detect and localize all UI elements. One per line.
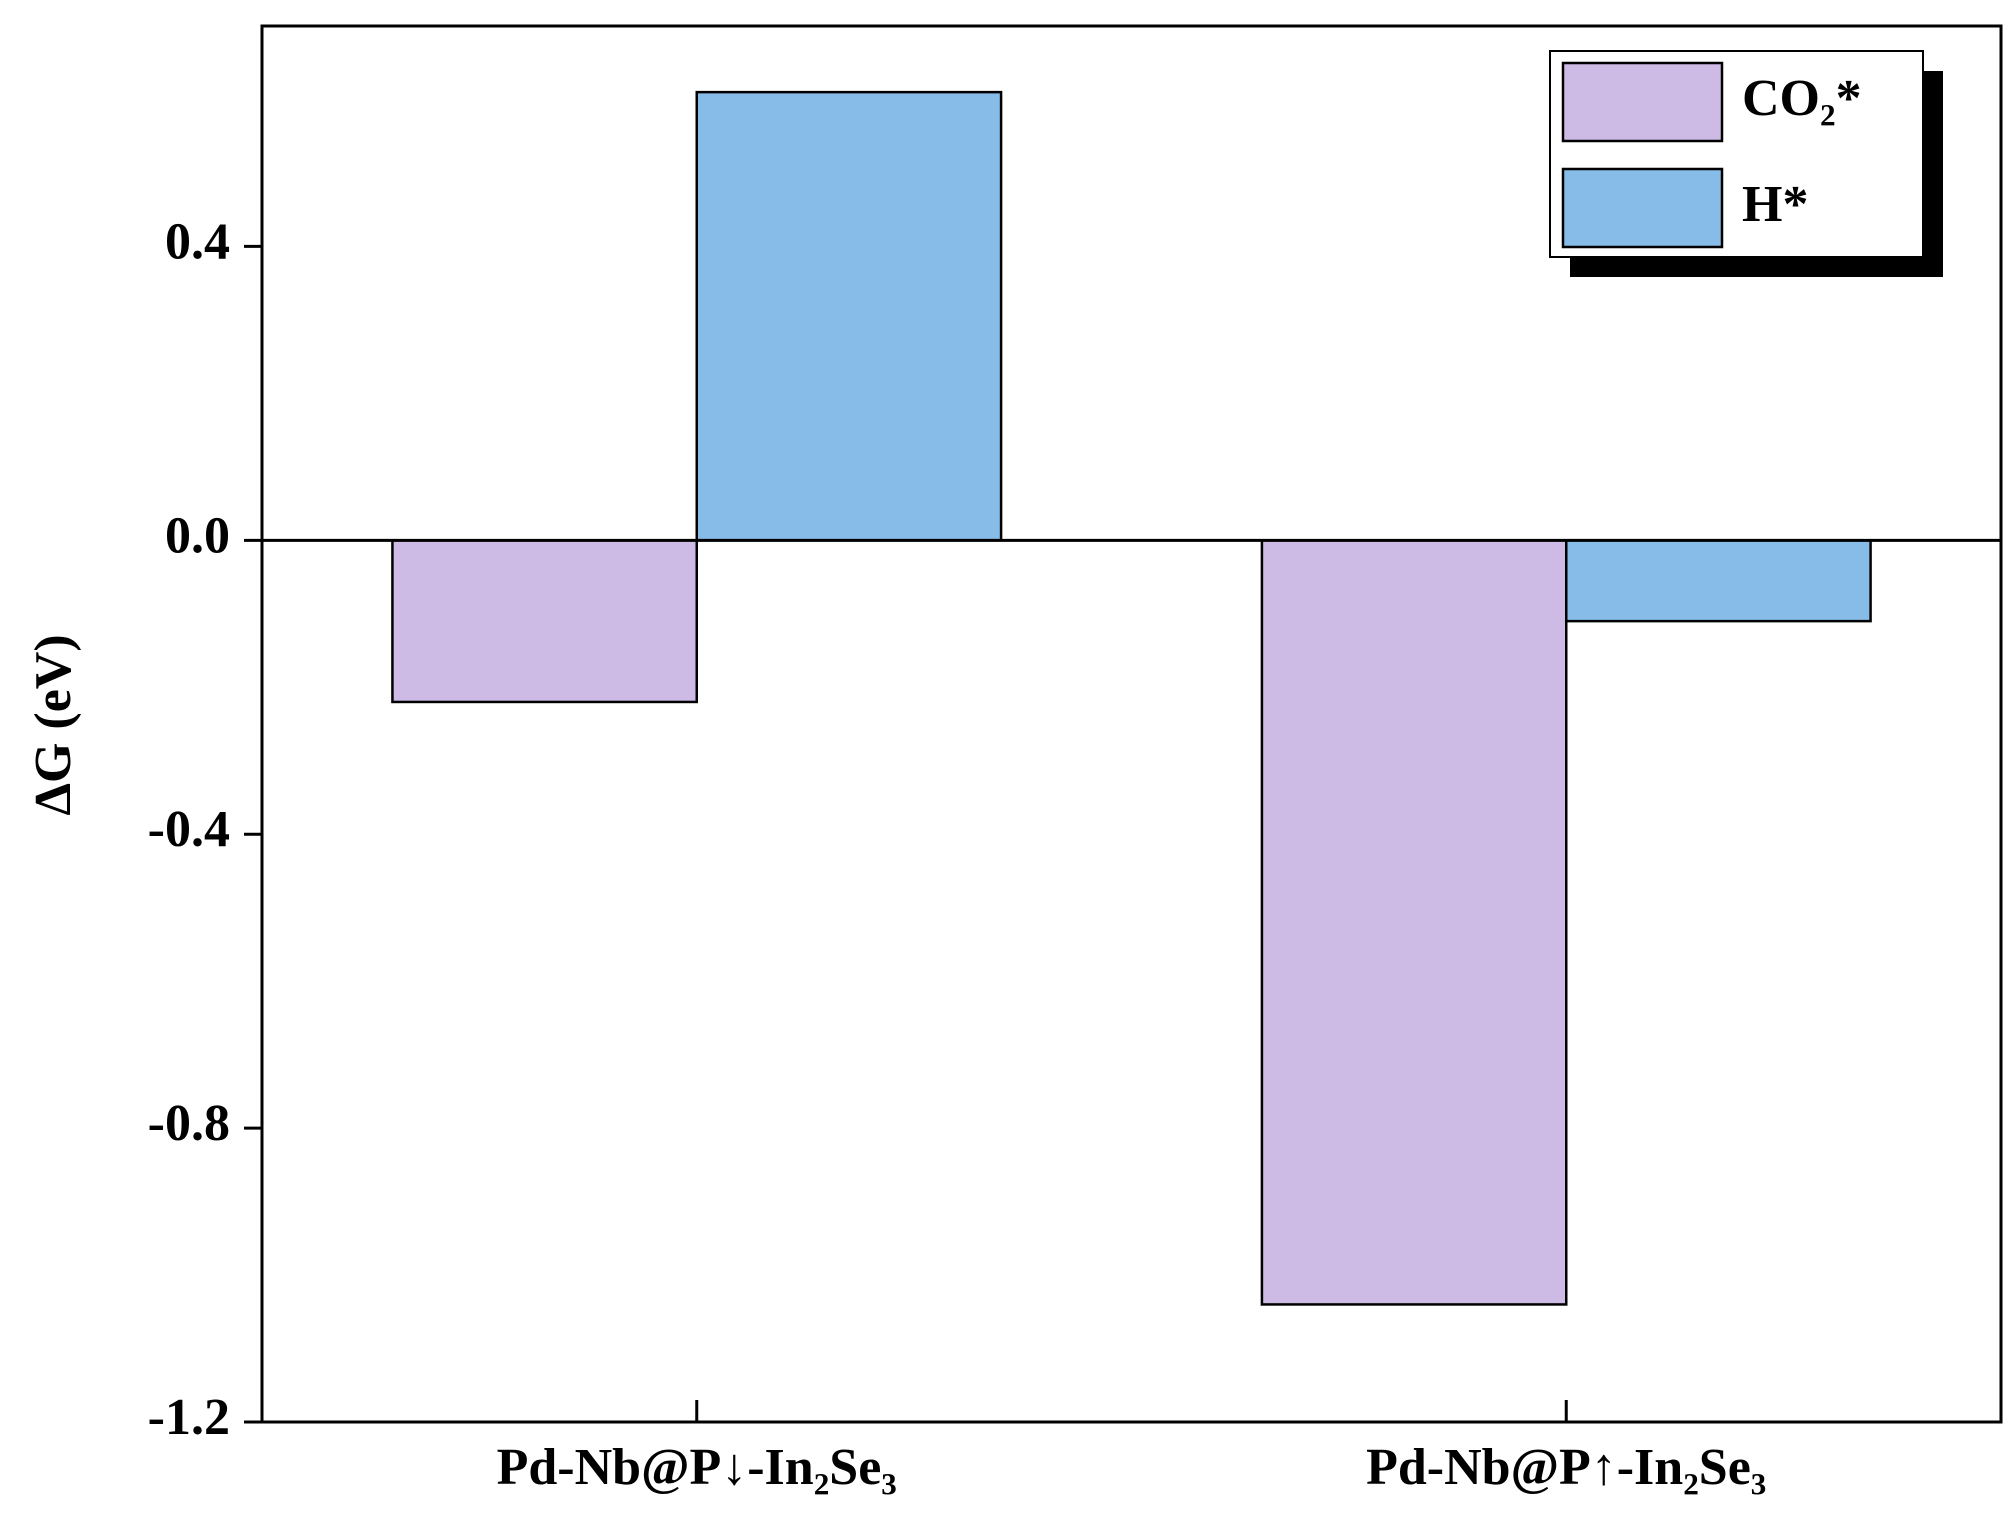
y-tick-label: 0.4 <box>165 213 230 270</box>
y-axis-label: ΔG (eV) <box>25 634 82 815</box>
y-tick-label: -0.8 <box>148 1095 230 1152</box>
legend-label: H* <box>1742 176 1808 233</box>
plot-frame <box>260 24 2003 1424</box>
x-tick-label: Pd-Nb@P↑-In₂Se₃ <box>1366 1439 1766 1496</box>
y-tick-label: -0.4 <box>148 801 230 858</box>
bar <box>695 90 1003 542</box>
y-tick-label: 0.0 <box>165 507 230 564</box>
x-tick-label: Pd-Nb@P↓-In₂Se₃ <box>497 1439 897 1496</box>
legend-swatch <box>1561 61 1724 143</box>
y-tick-label: -1.2 <box>148 1389 230 1446</box>
bar <box>391 539 698 704</box>
legend-swatch <box>1561 167 1724 249</box>
legend-label: CO₂* <box>1742 70 1862 127</box>
bar <box>1565 539 1872 623</box>
bar <box>1260 539 1568 1306</box>
